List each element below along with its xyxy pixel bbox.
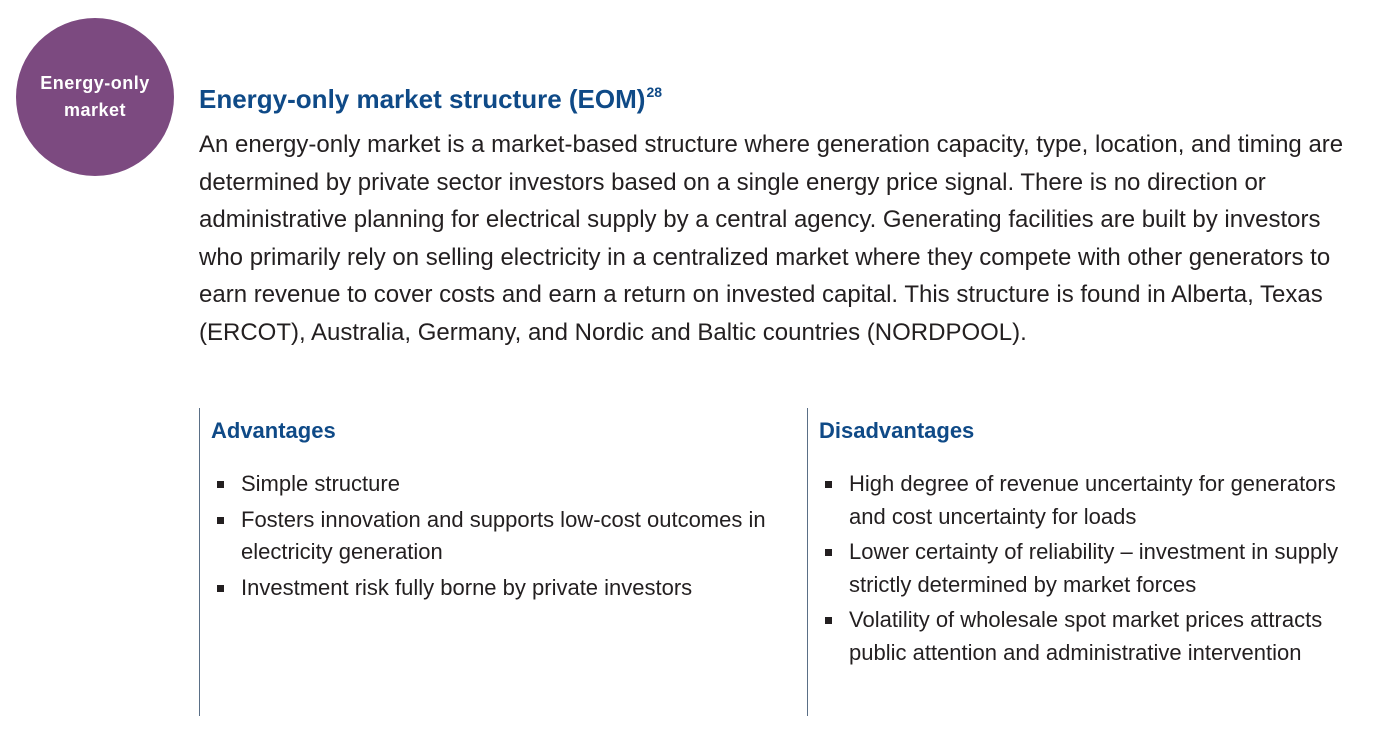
square-bullet-icon <box>825 617 832 624</box>
disadvantage-item-text: Volatility of wholesale spot market pric… <box>849 607 1323 665</box>
advantage-item: Fosters innovation and supports low-cost… <box>211 504 789 569</box>
advantages-list: Simple structure Fosters innovation and … <box>211 468 789 604</box>
advantage-item-text: Simple structure <box>241 471 400 496</box>
square-bullet-icon <box>217 584 224 592</box>
disadvantage-item: Lower certainty of reliability – investm… <box>819 536 1367 601</box>
disadvantages-list: High degree of revenue uncertainty for g… <box>819 468 1367 669</box>
square-bullet-icon <box>825 549 832 556</box>
disadvantage-item-text: High degree of revenue uncertainty for g… <box>849 471 1336 529</box>
disadvantage-item-text: Lower certainty of reliability – investm… <box>849 539 1339 597</box>
section-title: Energy-only market structure (EOM)28 <box>199 82 662 116</box>
disadvantages-column: Disadvantages High degree of revenue unc… <box>807 408 1367 716</box>
square-bullet-icon <box>217 516 224 524</box>
energy-only-market-badge: Energy-only market <box>16 18 174 176</box>
section-title-text: Energy-only market structure (EOM) <box>199 84 646 114</box>
square-bullet-icon <box>217 481 224 488</box>
advantages-column: Advantages Simple structure Fosters inno… <box>199 408 789 716</box>
advantage-item: Investment risk fully borne by private i… <box>211 572 789 605</box>
advantage-item-text: Fosters innovation and supports low-cost… <box>241 506 766 565</box>
advantage-item-text: Investment risk fully borne by private i… <box>241 574 693 600</box>
disadvantage-item: Volatility of wholesale spot market pric… <box>819 604 1367 669</box>
square-bullet-icon <box>825 481 832 488</box>
disadvantage-item: High degree of revenue uncertainty for g… <box>819 468 1367 533</box>
disadvantages-heading: Disadvantages <box>819 418 975 443</box>
badge-label: Energy-only market <box>40 73 150 120</box>
advantages-heading: Advantages <box>211 418 336 443</box>
advantage-item: Simple structure <box>211 468 789 501</box>
intro-paragraph: An energy-only market is a market-based … <box>199 131 1344 346</box>
footnote-marker: 28 <box>646 84 663 100</box>
